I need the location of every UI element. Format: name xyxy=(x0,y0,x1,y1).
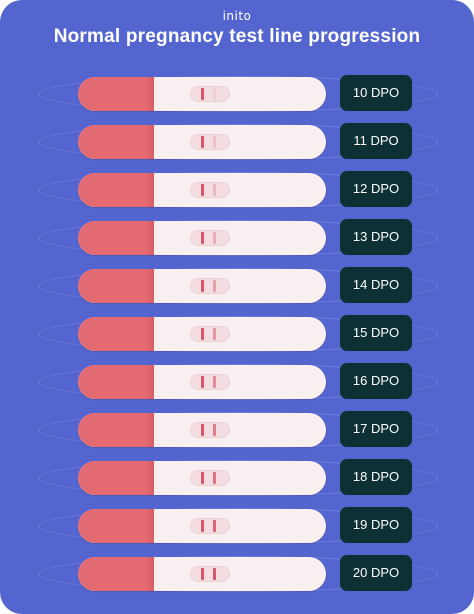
pregnancy-test-strip xyxy=(78,509,326,543)
decorative-ring xyxy=(38,268,438,304)
pregnancy-test-strip xyxy=(78,125,326,159)
decorative-ring xyxy=(38,508,438,544)
strip-cap xyxy=(78,125,154,159)
dpo-label: 13 DPO xyxy=(340,219,412,255)
control-line xyxy=(201,568,204,580)
strip-cap xyxy=(78,221,154,255)
test-row: 20 DPO xyxy=(0,550,474,598)
decorative-ring xyxy=(38,76,438,112)
test-line xyxy=(213,184,216,196)
strip-cap xyxy=(78,557,154,591)
result-window xyxy=(190,326,230,342)
control-line xyxy=(201,520,204,532)
dpo-label: 12 DPO xyxy=(340,171,412,207)
strip-cap xyxy=(78,77,154,111)
control-line xyxy=(201,280,204,292)
strip-cap xyxy=(78,509,154,543)
pregnancy-test-strip xyxy=(78,413,326,447)
decorative-ring xyxy=(38,364,438,400)
dpo-label: 20 DPO xyxy=(340,555,412,591)
pregnancy-test-strip xyxy=(78,365,326,399)
test-line xyxy=(213,88,216,100)
pregnancy-test-strip xyxy=(78,557,326,591)
decorative-ring xyxy=(38,220,438,256)
test-row: 13 DPO xyxy=(0,214,474,262)
pregnancy-test-strip xyxy=(78,269,326,303)
pregnancy-test-strip xyxy=(78,77,326,111)
test-row: 16 DPO xyxy=(0,358,474,406)
strip-cap xyxy=(78,413,154,447)
test-line xyxy=(213,136,216,148)
decorative-ring xyxy=(38,124,438,160)
result-window xyxy=(190,86,230,102)
test-row: 11 DPO xyxy=(0,118,474,166)
result-window xyxy=(190,230,230,246)
pregnancy-test-strip xyxy=(78,221,326,255)
result-window xyxy=(190,422,230,438)
result-window xyxy=(190,374,230,390)
decorative-ring xyxy=(38,316,438,352)
test-row: 17 DPO xyxy=(0,406,474,454)
dpo-label: 16 DPO xyxy=(340,363,412,399)
test-row: 12 DPO xyxy=(0,166,474,214)
decorative-ring xyxy=(38,412,438,448)
dpo-label: 18 DPO xyxy=(340,459,412,495)
test-line xyxy=(213,280,216,292)
test-line xyxy=(213,568,216,580)
dpo-label: 17 DPO xyxy=(340,411,412,447)
result-window xyxy=(190,134,230,150)
test-row: 10 DPO xyxy=(0,70,474,118)
decorative-ring xyxy=(38,460,438,496)
test-row: 18 DPO xyxy=(0,454,474,502)
strip-cap xyxy=(78,365,154,399)
control-line xyxy=(201,232,204,244)
pregnancy-test-strip xyxy=(78,461,326,495)
strip-cap xyxy=(78,461,154,495)
strip-cap xyxy=(78,317,154,351)
result-window xyxy=(190,518,230,534)
dpo-label: 19 DPO xyxy=(340,507,412,543)
control-line xyxy=(201,376,204,388)
dpo-label: 11 DPO xyxy=(340,123,412,159)
pregnancy-test-strip xyxy=(78,173,326,207)
control-line xyxy=(201,472,204,484)
result-window xyxy=(190,182,230,198)
control-line xyxy=(201,136,204,148)
test-row: 19 DPO xyxy=(0,502,474,550)
control-line xyxy=(201,424,204,436)
dpo-label: 14 DPO xyxy=(340,267,412,303)
result-window xyxy=(190,470,230,486)
decorative-ring xyxy=(38,556,438,592)
dpo-label: 15 DPO xyxy=(340,315,412,351)
test-line xyxy=(213,376,216,388)
test-line xyxy=(213,472,216,484)
control-line xyxy=(201,328,204,340)
brand-logo: inito xyxy=(222,9,252,23)
control-line xyxy=(201,184,204,196)
test-line xyxy=(213,424,216,436)
test-row: 15 DPO xyxy=(0,310,474,358)
page-title: Normal pregnancy test line progression xyxy=(53,26,421,47)
test-line xyxy=(213,328,216,340)
decorative-ring xyxy=(38,172,438,208)
test-line xyxy=(213,520,216,532)
result-window xyxy=(190,566,230,582)
pregnancy-test-strip xyxy=(78,317,326,351)
test-row: 14 DPO xyxy=(0,262,474,310)
test-line xyxy=(213,232,216,244)
strip-cap xyxy=(78,173,154,207)
strip-cap xyxy=(78,269,154,303)
dpo-label: 10 DPO xyxy=(340,75,412,111)
control-line xyxy=(201,88,204,100)
result-window xyxy=(190,278,230,294)
